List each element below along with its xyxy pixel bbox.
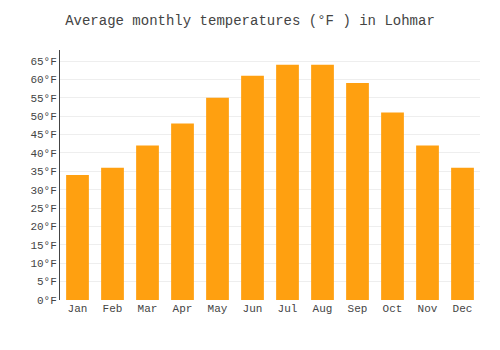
svg-text:5°F: 5°F <box>37 276 57 288</box>
svg-text:45°F: 45°F <box>30 129 56 141</box>
svg-text:25°F: 25°F <box>30 203 56 215</box>
svg-text:55°F: 55°F <box>30 93 56 105</box>
svg-text:Aug: Aug <box>313 303 333 315</box>
svg-text:May: May <box>208 303 228 315</box>
svg-text:Feb: Feb <box>103 303 123 315</box>
svg-text:Jul: Jul <box>278 303 298 315</box>
svg-text:65°F: 65°F <box>30 56 56 68</box>
svg-text:35°F: 35°F <box>30 166 56 178</box>
svg-text:50°F: 50°F <box>30 111 56 123</box>
svg-text:10°F: 10°F <box>30 258 56 270</box>
svg-text:Apr: Apr <box>173 303 193 315</box>
svg-text:Jun: Jun <box>243 303 263 315</box>
svg-text:Average monthly temperatures (: Average monthly temperatures (°F ) in Lo… <box>65 13 435 29</box>
svg-text:0°F: 0°F <box>37 295 57 307</box>
svg-text:Nov: Nov <box>418 303 438 315</box>
svg-text:20°F: 20°F <box>30 221 56 233</box>
svg-text:Sep: Sep <box>348 303 368 315</box>
svg-text:40°F: 40°F <box>30 148 56 160</box>
svg-text:30°F: 30°F <box>30 185 56 197</box>
svg-text:Mar: Mar <box>138 303 158 315</box>
svg-text:15°F: 15°F <box>30 240 56 252</box>
svg-text:60°F: 60°F <box>30 74 56 86</box>
svg-text:Jan: Jan <box>68 303 88 315</box>
svg-text:Oct: Oct <box>383 303 403 315</box>
svg-text:Dec: Dec <box>453 303 473 315</box>
